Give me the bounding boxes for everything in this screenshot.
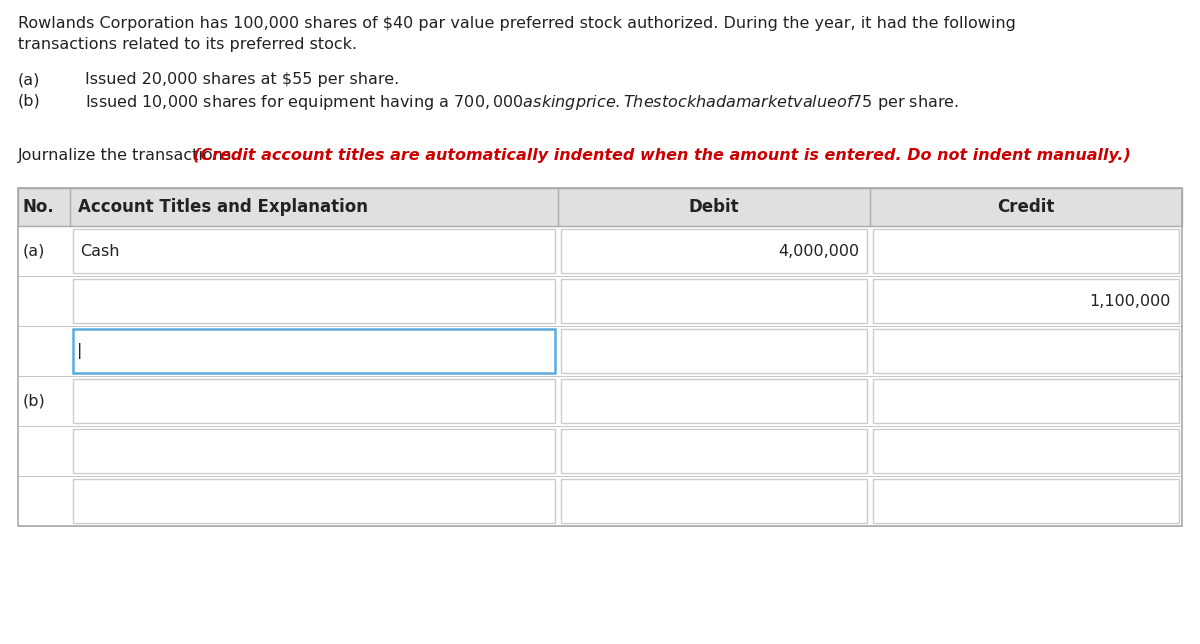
Text: (a): (a) [23, 243, 46, 258]
Text: No.: No. [23, 198, 55, 216]
Text: Credit: Credit [997, 198, 1055, 216]
Bar [73, 429, 554, 473]
Text: 1,100,000: 1,100,000 [1090, 294, 1171, 308]
Text: Rowlands Corporation has 100,000 shares of $40 par value preferred stock authori: Rowlands Corporation has 100,000 shares … [18, 16, 1016, 31]
Bar [874, 479, 1178, 523]
Bar [562, 279, 866, 323]
Text: (a): (a) [18, 72, 41, 87]
Text: Issued 10,000 shares for equipment having a $700,000 asking price. The stock had: Issued 10,000 shares for equipment havin… [85, 93, 959, 112]
Bar [562, 479, 866, 523]
Bar [874, 229, 1178, 273]
Bar [562, 329, 866, 373]
Bar [73, 279, 554, 323]
Bar [73, 379, 554, 423]
Text: |: | [77, 343, 83, 359]
Text: 4,000,000: 4,000,000 [778, 243, 859, 258]
Bar [874, 379, 1178, 423]
Text: (b): (b) [23, 393, 46, 408]
Text: Cash: Cash [80, 243, 120, 258]
Text: Account Titles and Explanation: Account Titles and Explanation [78, 198, 368, 216]
Bar [874, 329, 1178, 373]
Text: Journalize the transactions.: Journalize the transactions. [18, 148, 242, 163]
Text: (b): (b) [18, 93, 41, 108]
Bar [18, 188, 1182, 226]
Text: (Credit account titles are automatically indented when the amount is entered. Do: (Credit account titles are automatically… [193, 148, 1130, 163]
Text: Issued 20,000 shares at $55 per share.: Issued 20,000 shares at $55 per share. [85, 72, 400, 87]
Text: transactions related to its preferred stock.: transactions related to its preferred st… [18, 37, 358, 52]
Bar [562, 429, 866, 473]
Bar [73, 229, 554, 273]
Bar [874, 279, 1178, 323]
Bar [18, 188, 1182, 526]
Text: Debit: Debit [689, 198, 739, 216]
Bar [562, 379, 866, 423]
Bar [73, 479, 554, 523]
Bar [73, 329, 554, 373]
Bar [874, 429, 1178, 473]
Bar [562, 229, 866, 273]
